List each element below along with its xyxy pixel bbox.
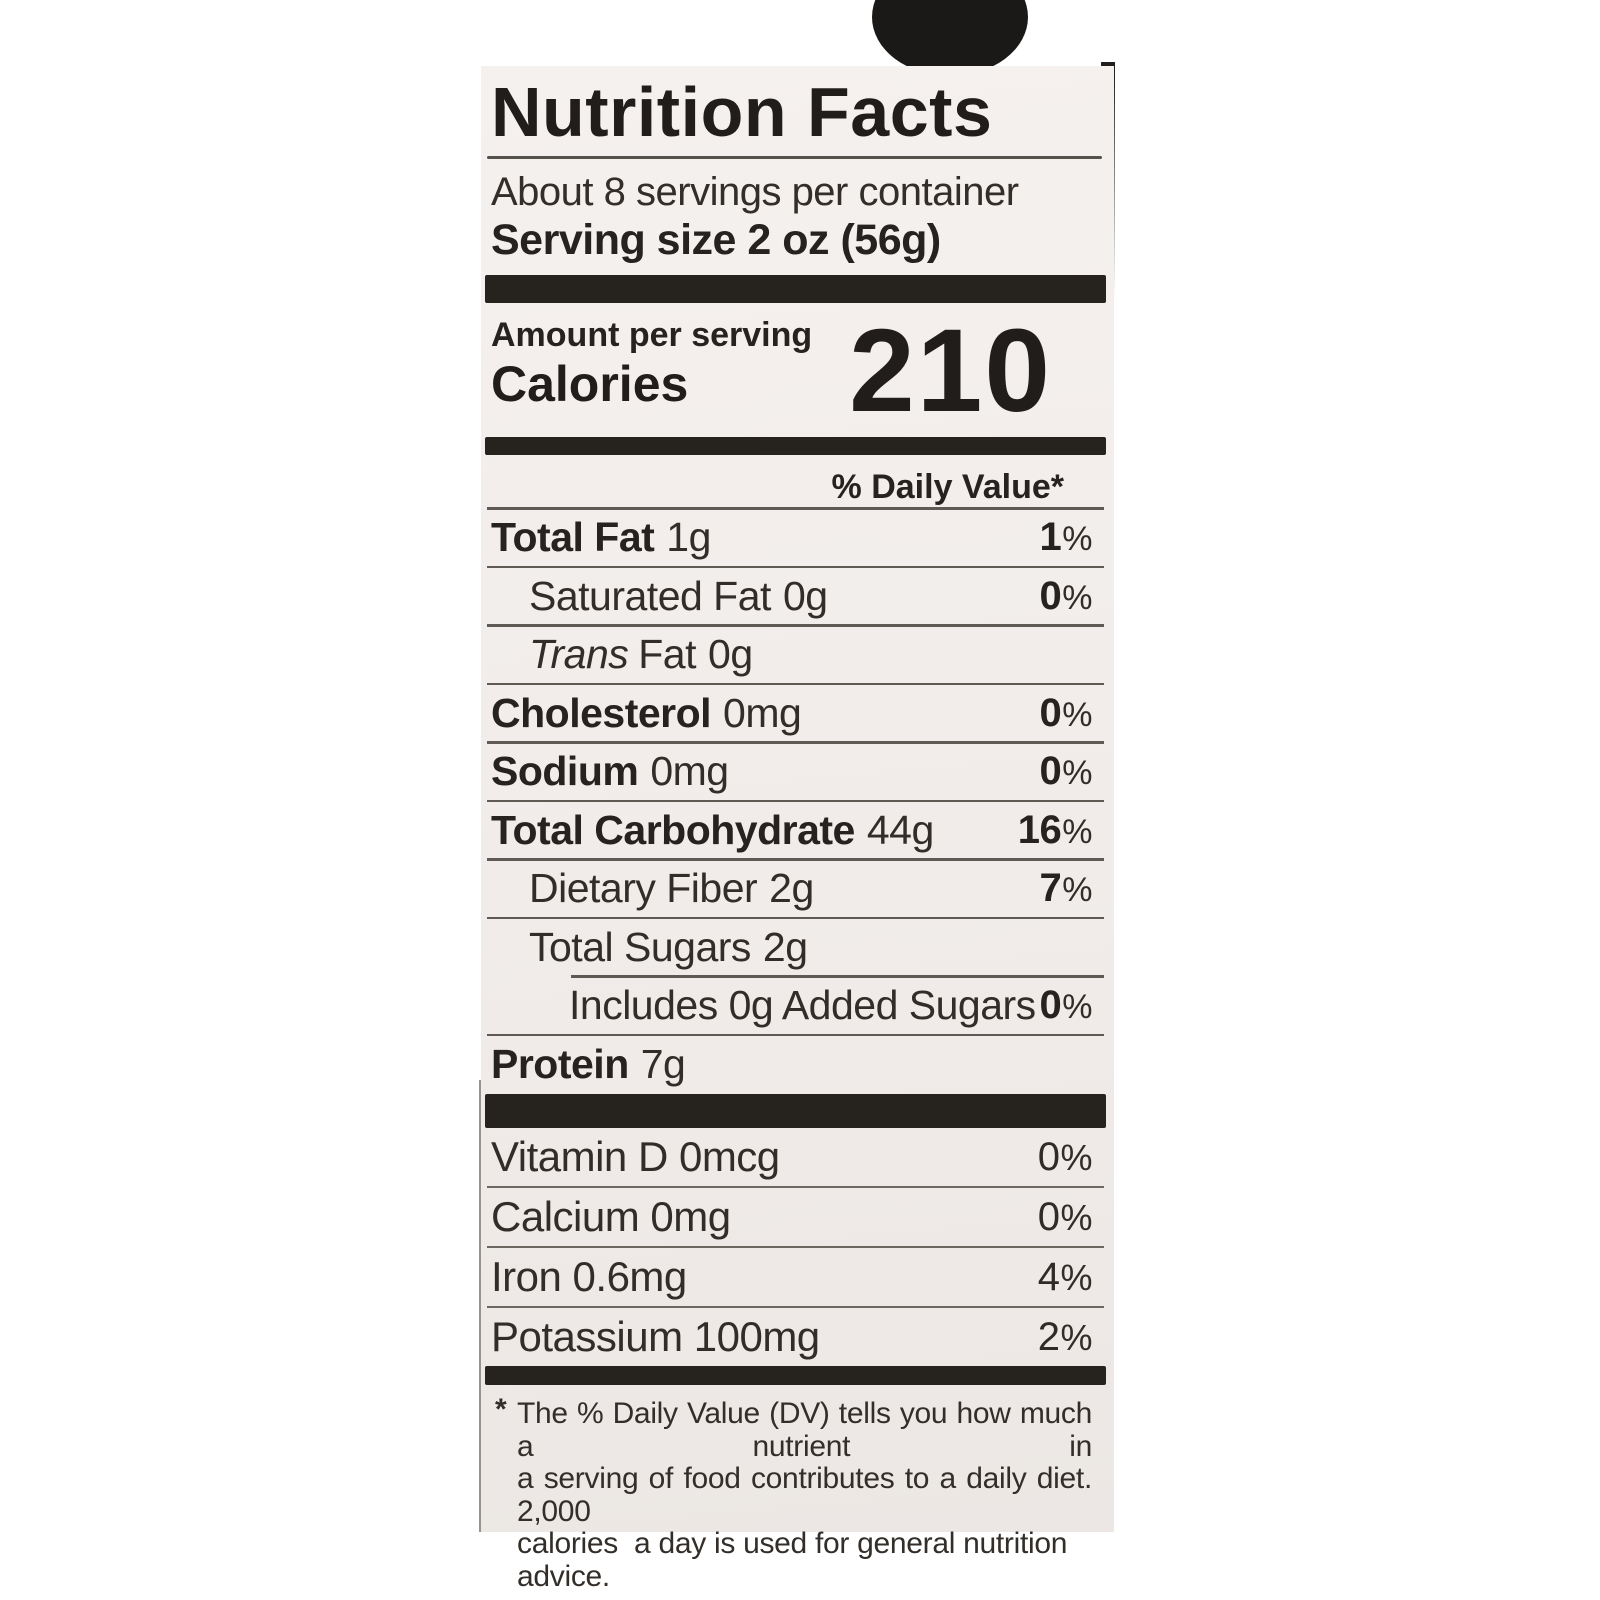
daily-value-header: % Daily Value*	[831, 468, 1064, 506]
footnote: * The % Daily Value (DV) tells you how m…	[491, 1393, 1092, 1593]
nutrient-row-total-carbohydrate: Total Carbohydrate 44g 16%	[491, 802, 1092, 858]
micronutrient-row-iron: Iron 0.6mg 4%	[491, 1248, 1092, 1306]
footnote-asterisk: *	[495, 1393, 507, 1426]
nutrient-row-added-sugars: Includes 0g Added Sugars 0%	[491, 978, 1092, 1034]
divider	[487, 799, 1104, 802]
calories-block: Amount per serving Calories 210	[491, 312, 1092, 430]
calories-label: Calories	[491, 356, 689, 412]
divider	[487, 565, 1104, 568]
nutrient-amount: 0g	[708, 631, 753, 677]
daily-value: 7%	[1039, 866, 1093, 910]
divider	[487, 1246, 1104, 1248]
divider-under-title	[487, 156, 1102, 159]
nutrient-row-cholesterol: Cholesterol 0mg 0%	[491, 685, 1092, 741]
nutrient-name: Fat	[638, 631, 697, 677]
nutrient-name: Dietary Fiber	[529, 865, 758, 911]
nutrient-row-protein: Protein 7g	[491, 1036, 1092, 1092]
nutrient-name: Protein	[491, 1040, 629, 1087]
nutrient-name: Total Carbohydrate	[491, 806, 855, 853]
nutrient-row-sodium: Sodium 0mg 0%	[491, 744, 1092, 800]
divider	[487, 1033, 1104, 1036]
footnote-line-2: a serving of food contributes to a daily…	[517, 1462, 1092, 1528]
divider	[487, 624, 1104, 627]
daily-value: 0%	[1039, 983, 1093, 1027]
amount-per-serving-label: Amount per serving	[491, 316, 813, 354]
nutrient-name: Saturated Fat	[529, 572, 771, 619]
nutrient-row-dietary-fiber: Dietary Fiber 2g 7%	[491, 861, 1092, 917]
divider	[487, 682, 1104, 685]
divider	[487, 741, 1104, 744]
daily-value: 0%	[1039, 690, 1093, 735]
daily-value: 2%	[1037, 1314, 1093, 1359]
divider	[487, 1306, 1104, 1308]
daily-value: 0%	[1037, 1134, 1093, 1179]
thick-bar-middle	[485, 1094, 1106, 1128]
nutrient-amount: 0mg	[723, 689, 802, 736]
micronutrient-row-potassium: Potassium 100mg 2%	[491, 1308, 1092, 1366]
divider	[487, 916, 1104, 919]
nutrient-name: Cholesterol	[491, 689, 712, 736]
nutrient-amount: 44g	[866, 806, 934, 853]
package-left-crease	[479, 1080, 482, 1532]
bar-under-calories	[485, 437, 1106, 455]
label-title: Nutrition Facts	[491, 73, 993, 151]
nutrient-amount: 2g	[769, 865, 814, 911]
micronutrient-name: Calcium 0mg	[491, 1193, 731, 1240]
micronutrient-row-vitamin-d: Vitamin D 0mcg 0%	[491, 1128, 1092, 1186]
nutrition-facts-label: Nutrition Facts About 8 servings per con…	[481, 66, 1114, 1592]
nutrient-amount: 0mg	[650, 748, 729, 794]
divider	[487, 858, 1104, 861]
nutrient-name: Sodium	[491, 748, 639, 794]
divider-indented	[571, 975, 1104, 978]
nutrient-name: Includes 0g Added Sugars	[569, 982, 1036, 1028]
nutrient-name-italic: Trans	[529, 631, 629, 677]
divider	[487, 1186, 1104, 1188]
nutrient-amount: 2g	[762, 923, 808, 970]
serving-size: Serving size 2 oz (56g)	[491, 216, 941, 264]
daily-value: 0%	[1039, 749, 1093, 793]
nutrient-row-total-fat: Total Fat 1g 1%	[491, 510, 1092, 566]
micronutrient-name: Iron 0.6mg	[491, 1253, 687, 1300]
daily-value: 4%	[1037, 1254, 1093, 1299]
daily-value: 0%	[1039, 573, 1093, 618]
nutrient-name: Total Fat	[491, 514, 655, 560]
nutrient-row-total-sugars: Total Sugars 2g	[491, 919, 1092, 975]
micronutrient-name: Potassium 100mg	[491, 1313, 820, 1360]
daily-value: 0%	[1037, 1194, 1093, 1239]
daily-value: 1%	[1039, 515, 1093, 559]
servings-per-container: About 8 servings per container	[491, 170, 1019, 214]
daily-value: 16%	[1017, 807, 1093, 852]
thick-bar-bottom	[485, 1366, 1106, 1385]
micronutrient-name: Vitamin D 0mcg	[491, 1133, 780, 1180]
package-logo-arc	[872, 0, 1028, 76]
nutrient-row-trans-fat: Trans Fat 0g	[491, 627, 1092, 683]
calories-value: 210	[849, 305, 1052, 437]
footnote-line-1: The % Daily Value (DV) tells you how muc…	[517, 1397, 1092, 1463]
nutrient-amount: 1g	[666, 514, 711, 560]
nutrient-row-saturated-fat: Saturated Fat 0g 0%	[491, 568, 1092, 624]
nutrient-amount: 7g	[640, 1040, 686, 1087]
nutrient-amount: 0g	[782, 572, 828, 619]
thick-bar-top	[485, 275, 1106, 303]
nutrient-name: Total Sugars	[529, 923, 751, 970]
divider	[487, 507, 1104, 510]
micronutrient-row-calcium: Calcium 0mg 0%	[491, 1188, 1092, 1246]
footnote-line-3: calories a day is used for general nutri…	[517, 1527, 1076, 1593]
